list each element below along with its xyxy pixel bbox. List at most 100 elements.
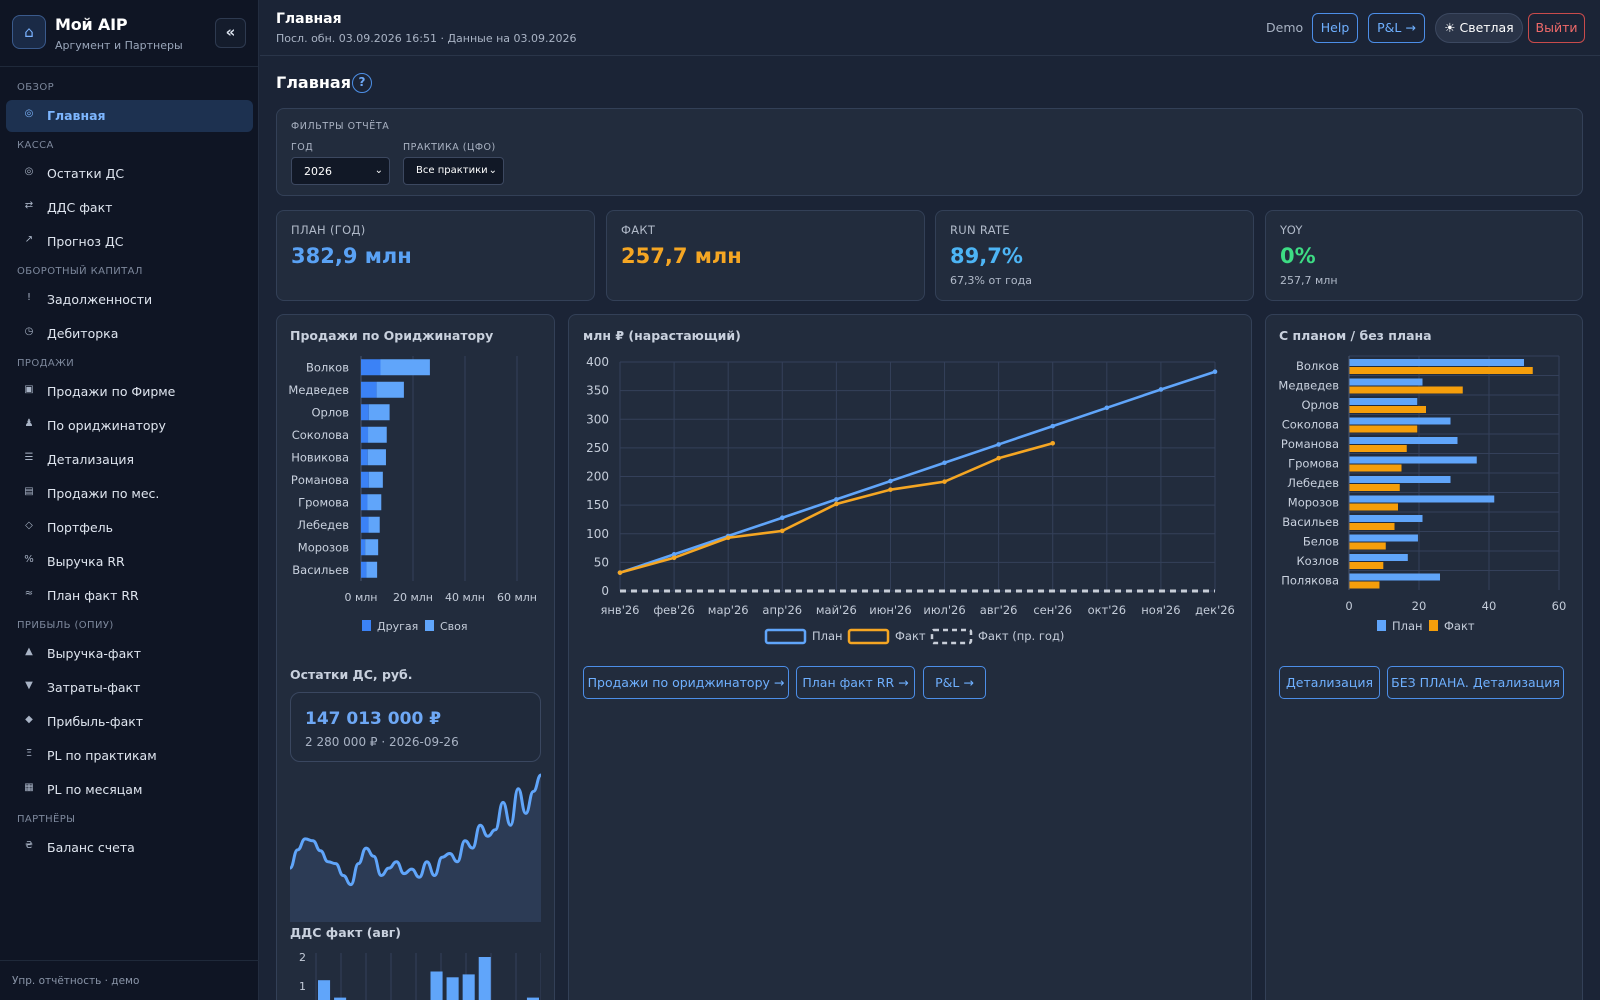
bar-segment [361, 449, 368, 466]
x-tick-label: янв'26 [600, 603, 639, 617]
link-originator-sales[interactable]: Продажи по ориджинатору → [583, 666, 789, 699]
sidebar-item-label: Баланс счета [47, 840, 135, 855]
x-tick-label: июн'26 [869, 603, 911, 617]
legend-label: Факт [1444, 619, 1475, 633]
sidebar-item[interactable]: ▦ PL по месяцам [6, 774, 253, 806]
help-button[interactable]: Help [1312, 13, 1358, 43]
x-tick-label: 40 [1482, 599, 1497, 613]
sidebar-item[interactable]: ▲ Выручка-факт [6, 638, 253, 670]
logout-button[interactable]: Выйти [1528, 13, 1585, 43]
data-point [1050, 440, 1056, 446]
swap-icon: ⇄ [24, 200, 34, 211]
data-point [996, 442, 1001, 447]
sidebar-item[interactable]: ▣ Продажи по Фирме [6, 376, 253, 408]
sidebar-item[interactable]: ↗ Прогноз ДС [6, 226, 253, 258]
sidebar-item[interactable]: ☰ Детализация [6, 444, 253, 476]
legend-label: Факт [895, 629, 926, 643]
y-tick-label: 100 [586, 527, 609, 541]
theme-toggle-button[interactable]: ☀ Светлая [1435, 13, 1523, 43]
link-detail[interactable]: Детализация [1279, 666, 1380, 699]
sidebar-item[interactable]: ◎ Остатки ДС [6, 158, 253, 190]
sidebar-item[interactable]: ≈ План факт RR [6, 580, 253, 612]
link-plan-fact-rr[interactable]: План факт RR → [796, 666, 915, 699]
plan-chart: 0 20 40 60 Волков Медведев Орлов Соколова Романо… [1278, 355, 1566, 633]
legend-swatch [930, 628, 973, 645]
collapse-sidebar-button[interactable]: « [215, 18, 246, 48]
data-point [996, 455, 1001, 461]
sidebar-item[interactable]: ▼ Затраты-факт [6, 672, 253, 704]
sidebar-item-label: Детализация [47, 452, 134, 467]
category-label: Соколова [292, 428, 349, 442]
sidebar-item[interactable]: ⇄ ДДС факт [6, 192, 253, 224]
bar [1349, 523, 1395, 530]
sidebar-item[interactable]: ♟ По ориджинатору [6, 410, 253, 442]
practice-select[interactable]: Все практики ⌄ [403, 157, 504, 185]
sidebar-item-label: Задолженности [47, 292, 153, 307]
kpi-value: 257,7 млн [621, 244, 742, 268]
sidebar-item[interactable]: ◇ Портфель [6, 512, 253, 544]
bar [318, 980, 331, 1000]
y-tick-label: 2 [299, 951, 306, 964]
kpi-card-plan: ПЛАН (ГОД) 382,9 млн [276, 210, 595, 301]
y-tick-label: 250 [586, 441, 609, 455]
sidebar-item-label: PL по практикам [47, 748, 157, 763]
home-icon[interactable]: ⌂ [12, 15, 46, 49]
category-label: Козлов [1297, 554, 1340, 568]
data-point [1158, 387, 1164, 392]
originator-chart: 0 млн 20 млн 40 млн 60 млн Волков Медведев Орл… [288, 356, 537, 633]
x-tick-label: 20 млн [393, 591, 433, 604]
sidebar-item-label: ДДС факт [47, 200, 113, 215]
sidebar-item[interactable]: ◷ Дебиторка [6, 318, 253, 350]
y-tick-label: 150 [586, 498, 609, 512]
kpi-sub: 67,3% от года [950, 274, 1032, 287]
legend-label: Факт (пр. год) [978, 629, 1064, 643]
x-tick-label: 20 [1412, 599, 1427, 613]
y-tick-label: 0 [601, 584, 609, 598]
year-label: ГОД [291, 142, 314, 153]
sparkline-area [290, 775, 541, 922]
plan-chart-title: С планом / без плана [1279, 328, 1432, 343]
sidebar-item[interactable]: % Выручка RR [6, 546, 253, 578]
sidebar-item[interactable]: ◆ Прибыль-факт [6, 706, 253, 738]
bar [462, 974, 475, 1000]
link-pl[interactable]: P&L → [923, 666, 986, 699]
sidebar-item[interactable]: ₴ Баланс счета [6, 832, 253, 864]
category-label: Орлов [311, 405, 349, 419]
cumulative-chart: 0 50 100 150 200 250 300 350 400 янв'26 фев'26 мар'… [586, 355, 1235, 645]
bar [430, 971, 443, 1000]
bar [1349, 484, 1400, 491]
bar-segment [361, 381, 377, 398]
diamond-icon: ◇ [25, 520, 33, 531]
category-label: Морозов [298, 540, 349, 554]
bar [1349, 359, 1524, 366]
bar-segment [367, 449, 386, 466]
legend-swatch [362, 620, 371, 631]
bar [1349, 495, 1495, 503]
category-label: Лебедев [1287, 476, 1339, 490]
sidebar-item-label: Продажи по Фирме [47, 384, 176, 399]
sidebar-item[interactable]: Ξ PL по практикам [6, 740, 253, 772]
category-label: Громова [298, 495, 349, 509]
x-tick-label: 0 млн [344, 591, 377, 604]
category-label: Соколова [1282, 417, 1339, 431]
bar [1349, 425, 1418, 433]
bar-segment [368, 516, 380, 533]
bar [1349, 406, 1426, 413]
year-select[interactable]: 2026 ⌄ [291, 157, 390, 185]
plan-card [1265, 314, 1583, 1000]
category-label: Белов [1303, 534, 1339, 548]
sidebar-item[interactable]: ◎ Главная [6, 100, 253, 132]
kpi-sub: 257,7 млн [1280, 274, 1338, 287]
legend-label: План [812, 629, 843, 643]
header-updated: Посл. обн. 03.09.2026 16:51 · Данные на … [276, 32, 577, 45]
sidebar-item[interactable]: ▤ Продажи по мес. [6, 478, 253, 510]
data-point [1104, 405, 1110, 411]
link-no-plan-detail[interactable]: БЕЗ ПЛАНА. Детализация [1387, 666, 1564, 699]
pl-button[interactable]: P&L → [1368, 13, 1425, 43]
sidebar-item[interactable]: ! Задолженности [6, 284, 253, 316]
sun-icon: ☀ [1444, 20, 1456, 35]
legend-label: Своя [440, 620, 468, 633]
help-circle-icon[interactable]: ? [352, 73, 372, 93]
x-tick-label: 60 млн [497, 591, 537, 604]
bar [1349, 503, 1398, 511]
